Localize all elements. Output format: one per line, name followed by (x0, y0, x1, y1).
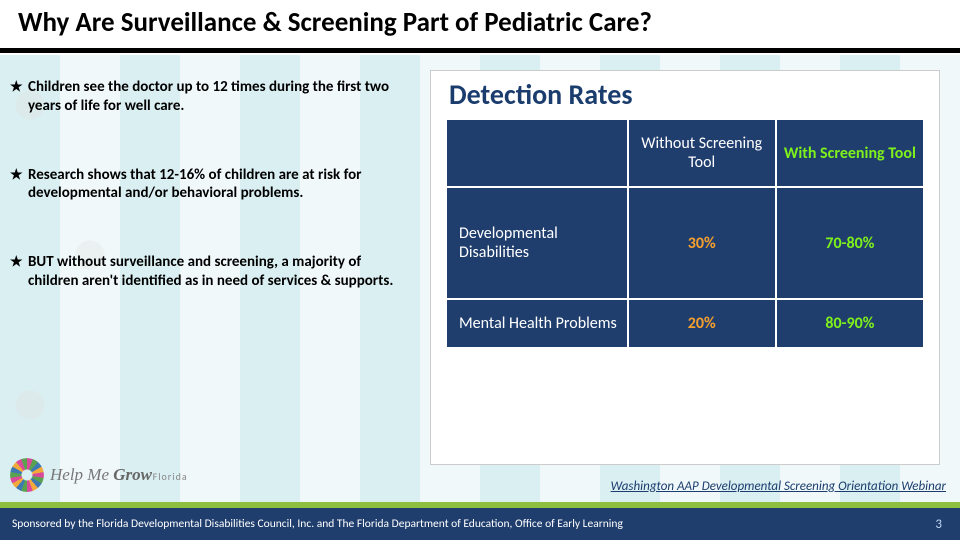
help-me-grow-logo: Help Me Grow Florida (10, 458, 188, 492)
panel-heading: Detection Rates (431, 71, 939, 114)
cell-without: 20% (628, 299, 776, 348)
list-item: ★ Children see the doctor up to 12 times… (10, 78, 400, 116)
list-item: ★ Research shows that 12-16% of children… (10, 166, 400, 204)
row-label: Developmental Disabilities (446, 187, 628, 299)
logo-text: Help Me Grow (50, 465, 152, 484)
footer-bar: Sponsored by the Florida Developmental D… (0, 508, 960, 540)
table-header-row: Without Screening Tool With Screening To… (446, 119, 924, 187)
title-underline (0, 48, 960, 53)
source-link[interactable]: Washington AAP Developmental Screening O… (611, 479, 946, 494)
star-icon: ★ (10, 253, 28, 291)
slide-title: Why Are Surveillance & Screening Part of… (18, 6, 942, 39)
star-icon: ★ (10, 166, 28, 204)
table-row: Developmental Disabilities 30% 70-80% (446, 187, 924, 299)
cell-with: 80-90% (776, 299, 924, 348)
flower-icon (10, 458, 44, 492)
table-row: Mental Health Problems 20% 80-90% (446, 299, 924, 348)
footer-text: Sponsored by the Florida Developmental D… (12, 517, 623, 531)
table-header: Without Screening Tool (628, 119, 776, 187)
detection-rates-panel: Detection Rates Without Screening Tool W… (430, 70, 940, 465)
bullet-text: Research shows that 12-16% of children a… (28, 166, 400, 204)
bullet-list: ★ Children see the doctor up to 12 times… (10, 78, 400, 341)
table-header: With Screening Tool (776, 119, 924, 187)
page-number: 3 (935, 517, 942, 532)
star-icon: ★ (10, 78, 28, 116)
table-header (446, 119, 628, 187)
cell-without: 30% (628, 187, 776, 299)
detection-rates-table: Without Screening Tool With Screening To… (445, 118, 925, 349)
cell-with: 70-80% (776, 187, 924, 299)
bullet-text: Children see the doctor up to 12 times d… (28, 78, 400, 116)
list-item: ★ BUT without surveillance and screening… (10, 253, 400, 291)
bullet-text: BUT without surveillance and screening, … (28, 253, 400, 291)
logo-subtext: Florida (153, 470, 188, 483)
row-label: Mental Health Problems (446, 299, 628, 348)
